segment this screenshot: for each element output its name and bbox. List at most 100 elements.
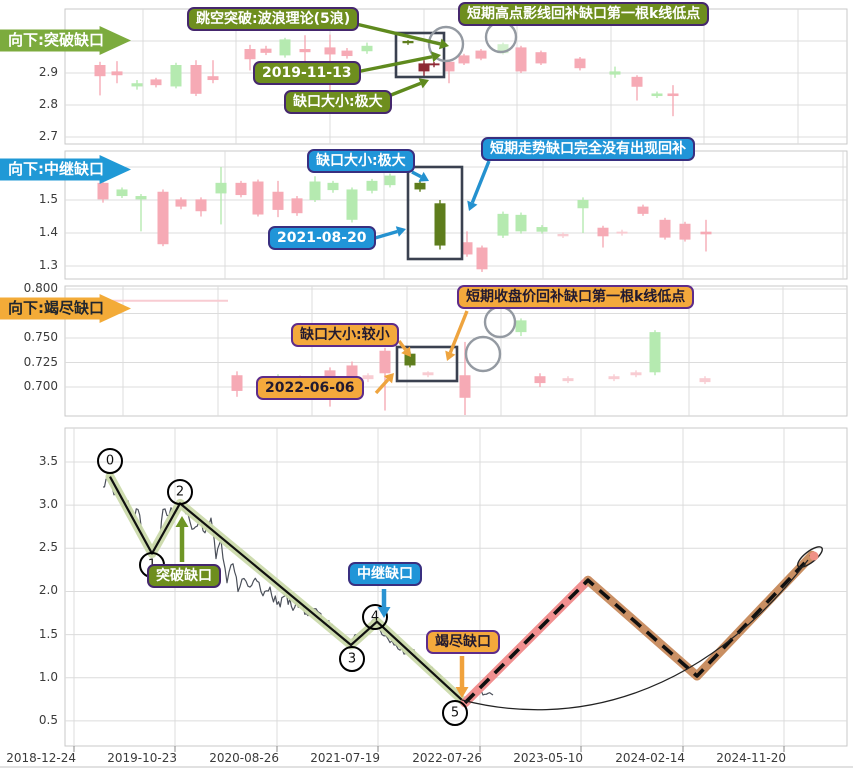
candle-body	[94, 65, 106, 77]
candle-body	[170, 65, 182, 87]
candle-body	[190, 65, 202, 94]
gap-highlight-rect	[394, 31, 446, 79]
candle-body	[402, 41, 414, 44]
y-axis-tick-label: 0.750	[23, 330, 58, 344]
x-axis-date-label: 2019-10-23	[107, 751, 177, 765]
exhaustion-gap-panel	[64, 285, 848, 417]
candle-body	[476, 247, 488, 270]
pointer-arrow	[374, 378, 390, 395]
candle-body	[244, 49, 256, 60]
x-axis-date-label: 2024-11-20	[716, 751, 786, 765]
candle-body	[616, 231, 628, 234]
x-axis-date-label: 2024-02-14	[615, 751, 685, 765]
wave-label-breakout-gap: 突破缺口	[147, 564, 221, 589]
candle-body	[384, 175, 396, 186]
x-axis-date-label: 2020-08-26	[209, 751, 279, 765]
y-axis-tick-label: 0.5	[38, 712, 58, 727]
candle-body	[497, 44, 509, 54]
fill-check-circle	[464, 335, 502, 373]
candle-body	[260, 48, 272, 53]
y-axis-tick-label: 3.5	[38, 454, 58, 468]
wave-count-line-panel: 012345	[0, 427, 853, 768]
candle-body	[418, 63, 430, 72]
y-axis-tick-label: 1.4	[38, 225, 58, 239]
wave-point-circle	[167, 479, 193, 505]
candle-body	[699, 378, 711, 383]
candle-body	[252, 181, 264, 215]
candle-body	[459, 375, 471, 398]
candle-body	[175, 199, 187, 207]
panel-label-continuation-gap: 向下:中继缺口	[0, 155, 131, 184]
y-axis-tick-label: 1.5	[38, 192, 58, 206]
annotation-gap-breakout-theory: 跳空突破:波浪理论(5浪)	[187, 7, 360, 32]
candle-body	[428, 63, 440, 66]
pointer-arrowhead	[455, 687, 469, 698]
candle-body	[346, 189, 358, 220]
y-axis-tick-label: 2.9	[38, 65, 58, 79]
candle-body	[557, 233, 569, 237]
candle-body	[404, 353, 416, 366]
pointer-arrow	[448, 310, 469, 354]
candle-body	[497, 213, 509, 236]
candle-body	[679, 223, 691, 240]
panel-label-exhaustion-gap: 向下:竭尽缺口	[0, 294, 131, 323]
x-axis-date-label: 2023-05-10	[513, 751, 583, 765]
candle-body	[299, 49, 311, 53]
y-axis-tick-label: 2.8	[38, 97, 58, 111]
y-axis-tick-label: 0.700	[23, 379, 58, 393]
candle-body	[458, 55, 470, 64]
candle-body	[111, 71, 123, 76]
breakout-gap-panel	[64, 8, 848, 145]
candle-body	[414, 182, 426, 190]
y-axis-tick-label: 2.5	[38, 540, 58, 555]
y-axis-tick-label: 2.7	[38, 129, 58, 143]
pointer-arrowhead	[383, 373, 394, 384]
annotation-exhaustion-gap-size: 缺口大小:较小	[291, 323, 399, 348]
wave-point-number: 3	[348, 652, 356, 667]
candle-body	[536, 227, 548, 232]
candle-body	[362, 375, 374, 380]
candle-body	[150, 79, 162, 86]
wave-label-continuation-gap: 中继缺口	[348, 562, 422, 587]
pointer-arrowhead	[418, 171, 429, 182]
y-axis-tick-label: 2.0	[38, 583, 58, 598]
wave-label-exhaustion-gap: 竭尽缺口	[426, 630, 500, 655]
panel-frame	[64, 150, 848, 280]
candle-body	[461, 242, 473, 255]
candle-body	[534, 376, 546, 384]
zigzag-line	[109, 476, 466, 704]
wave-point-circle	[442, 700, 468, 726]
pointer-arrowhead	[395, 226, 406, 237]
candle-body	[272, 191, 284, 210]
x-axis-date-label: 2018-12-24	[6, 751, 76, 765]
x-axis-date-label: 2022-07-26	[412, 751, 482, 765]
projection-arc	[461, 559, 809, 711]
wave-point-number: 2	[176, 485, 184, 500]
pointer-arrowhead	[401, 346, 411, 357]
fill-check-circle	[427, 25, 465, 63]
continuation-gap-panel	[64, 150, 848, 280]
wave-point-number: 0	[106, 454, 114, 469]
y-axis-tick-label: 0.800	[23, 281, 58, 295]
candle-body	[637, 206, 649, 214]
candle-body	[700, 231, 712, 235]
candle-body	[597, 227, 609, 237]
candle-body	[475, 50, 487, 59]
annotation-breakout-gap-fill: 短期高点影线回补缺口第一根k线低点	[458, 2, 710, 27]
candle-body	[215, 182, 227, 194]
candle-body	[327, 182, 339, 191]
candle-body	[135, 196, 147, 200]
candle-body	[379, 350, 391, 374]
candle-body	[667, 93, 679, 97]
candle-body	[231, 375, 243, 391]
candle-body	[361, 45, 373, 52]
annotation-continuation-gap-date: 2021-08-20	[268, 226, 376, 251]
end-dot-marker	[809, 551, 819, 561]
candle-body	[346, 365, 358, 384]
candle-body	[515, 47, 527, 72]
candle-body	[574, 58, 586, 69]
candle-body	[577, 200, 589, 209]
candle-body	[630, 372, 642, 376]
